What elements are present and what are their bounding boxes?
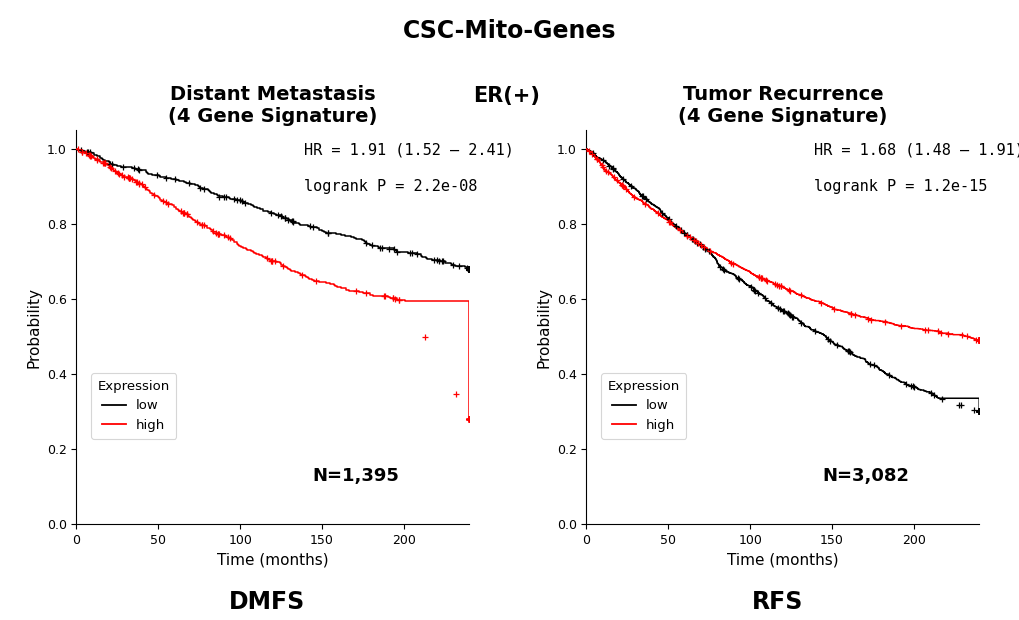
Text: CSC-Mito-Genes: CSC-Mito-Genes bbox=[403, 19, 616, 43]
Text: HR = 1.68 (1.48 – 1.91): HR = 1.68 (1.48 – 1.91) bbox=[813, 142, 1019, 157]
Text: DMFS: DMFS bbox=[229, 590, 305, 614]
Text: RFS: RFS bbox=[751, 590, 802, 614]
Title: Distant Metastasis
(4 Gene Signature): Distant Metastasis (4 Gene Signature) bbox=[168, 85, 377, 126]
Title: Tumor Recurrence
(4 Gene Signature): Tumor Recurrence (4 Gene Signature) bbox=[678, 85, 887, 126]
Text: logrank P = 2.2e-08: logrank P = 2.2e-08 bbox=[304, 179, 477, 195]
Y-axis label: Probability: Probability bbox=[536, 286, 550, 368]
Text: ER(+): ER(+) bbox=[473, 86, 540, 106]
Text: N=3,082: N=3,082 bbox=[821, 466, 908, 485]
Text: HR = 1.91 (1.52 – 2.41): HR = 1.91 (1.52 – 2.41) bbox=[304, 142, 514, 157]
Text: logrank P = 1.2e-15: logrank P = 1.2e-15 bbox=[813, 179, 986, 195]
Legend: low, high: low, high bbox=[91, 373, 176, 438]
X-axis label: Time (months): Time (months) bbox=[727, 552, 838, 567]
Legend: low, high: low, high bbox=[600, 373, 686, 438]
Y-axis label: Probability: Probability bbox=[26, 286, 41, 368]
X-axis label: Time (months): Time (months) bbox=[217, 552, 328, 567]
Text: N=1,395: N=1,395 bbox=[312, 466, 398, 485]
